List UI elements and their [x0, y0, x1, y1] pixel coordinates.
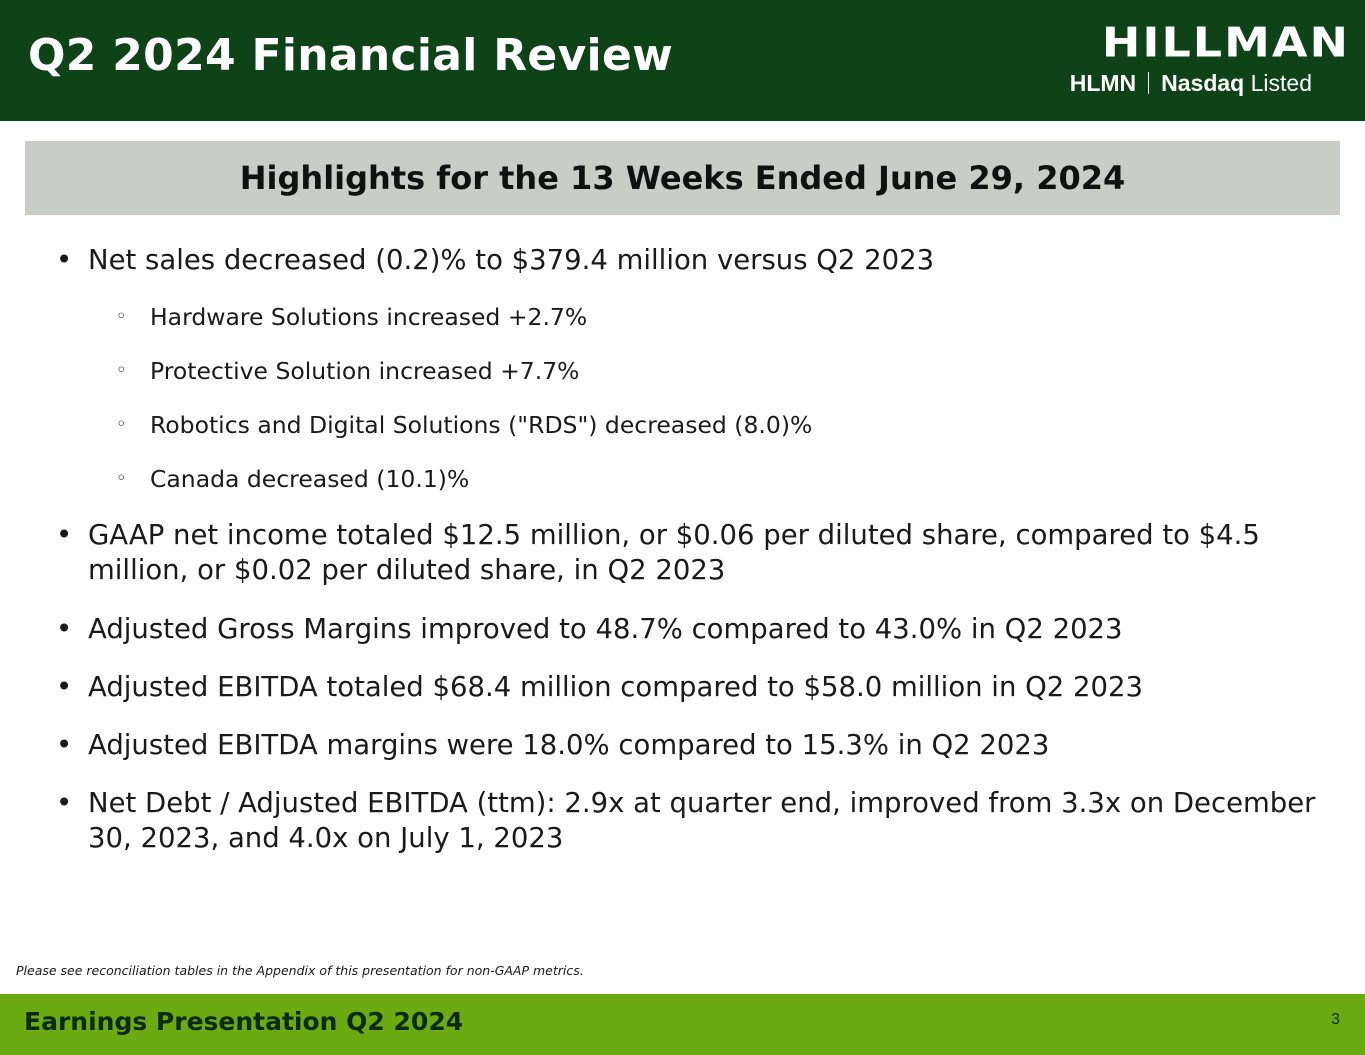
- logo-divider: [1148, 72, 1150, 94]
- sub-bullet-text: Hardware Solutions increased +2.7%: [150, 303, 588, 331]
- sub-bullet-icon: ◦: [116, 414, 127, 435]
- logo-listed: Listed: [1250, 70, 1312, 96]
- list-item-net-debt: • Net Debt / Adjusted EBITDA (ttm): 2.9x…: [56, 786, 1338, 856]
- sub-bullet-text: Canada decreased (10.1)%: [150, 465, 470, 493]
- highlights-banner: Highlights for the 13 Weeks Ended June 2…: [25, 141, 1340, 215]
- sub-item-hardware: ◦ Hardware Solutions increased +2.7%: [116, 302, 1300, 332]
- hillman-logo: HILLMAN HLMN Nasdaq Listed: [988, 17, 1350, 97]
- logo-exchange: Nasdaq: [1161, 70, 1245, 96]
- bullet-icon: •: [56, 787, 73, 819]
- bullet-icon: •: [56, 519, 73, 551]
- bullet-icon: •: [56, 613, 73, 645]
- bullet-text: Net Debt / Adjusted EBITDA (ttm): 2.9x a…: [88, 787, 1316, 854]
- bullet-text: Adjusted Gross Margins improved to 48.7%…: [88, 613, 1123, 645]
- sub-item-protective: ◦ Protective Solution increased +7.7%: [116, 356, 1300, 386]
- list-item-net-sales: • Net sales decreased (0.2)% to $379.4 m…: [56, 243, 1338, 278]
- bullet-icon: •: [56, 671, 73, 703]
- sub-bullet-icon: ◦: [116, 360, 127, 381]
- bullet-icon: •: [56, 244, 73, 276]
- sub-bullet-icon: ◦: [116, 306, 127, 327]
- list-item-adjusted-ebitda: • Adjusted EBITDA totaled $68.4 million …: [56, 670, 1338, 705]
- sub-bullet-text: Protective Solution increased +7.7%: [150, 357, 580, 385]
- slide-title: Q2 2024 Financial Review: [28, 30, 674, 81]
- sub-item-canada: ◦ Canada decreased (10.1)%: [116, 464, 1300, 494]
- highlights-heading: Highlights for the 13 Weeks Ended June 2…: [239, 159, 1126, 197]
- list-item-net-income: • GAAP net income totaled $12.5 million,…: [56, 518, 1338, 588]
- sub-bullet-icon: ◦: [116, 468, 127, 489]
- bullet-text: GAAP net income totaled $12.5 million, o…: [88, 519, 1260, 586]
- list-item-ebitda-margins: • Adjusted EBITDA margins were 18.0% com…: [56, 728, 1338, 763]
- footnote: Please see reconciliation tables in the …: [16, 963, 584, 978]
- logo-wordmark: HILLMAN: [1101, 17, 1350, 67]
- list-item-gross-margins: • Adjusted Gross Margins improved to 48.…: [56, 612, 1338, 647]
- bullet-text: Adjusted EBITDA totaled $68.4 million co…: [88, 671, 1143, 703]
- logo-ticker: HLMN: [1069, 70, 1137, 96]
- header-bar: Q2 2024 Financial Review HILLMAN HLMN Nas…: [0, 0, 1365, 121]
- footer-bar: Earnings Presentation Q2 2024 3: [0, 994, 1365, 1055]
- bullet-text: Adjusted EBITDA margins were 18.0% compa…: [88, 729, 1050, 761]
- footer-title: Earnings Presentation Q2 2024: [24, 1007, 464, 1036]
- page-number: 3: [1331, 1011, 1340, 1028]
- logo-ticker-line: HLMN Nasdaq Listed: [1070, 70, 1312, 97]
- bullet-icon: •: [56, 729, 73, 761]
- bullet-text: Net sales decreased (0.2)% to $379.4 mil…: [88, 244, 935, 276]
- sub-item-rds: ◦ Robotics and Digital Solutions ("RDS")…: [116, 410, 1300, 440]
- sub-bullet-text: Robotics and Digital Solutions ("RDS") d…: [150, 411, 813, 439]
